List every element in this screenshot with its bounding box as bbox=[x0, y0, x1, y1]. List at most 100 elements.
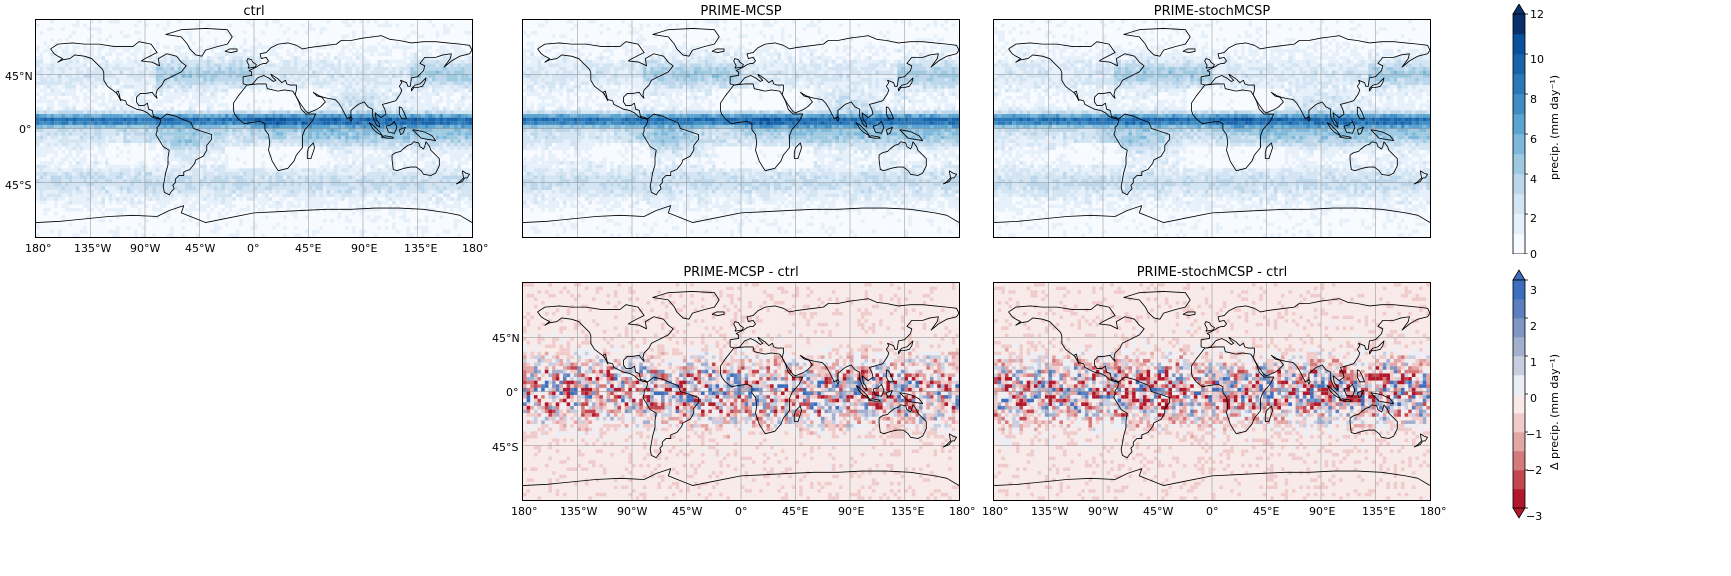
coastlines bbox=[994, 291, 1430, 486]
panel-title: PRIME-stochMCSP - ctrl bbox=[993, 265, 1431, 280]
colorbar-swatch bbox=[1513, 489, 1525, 509]
colorbar-tick: 10 bbox=[1530, 53, 1544, 66]
lon-tick: 45°E bbox=[295, 242, 321, 255]
lon-tick: 90°W bbox=[130, 242, 160, 255]
colorbar-tick: −1 bbox=[1526, 428, 1542, 441]
lon-tick: 0° bbox=[1206, 505, 1219, 518]
lat-tick: 45°N bbox=[5, 70, 33, 83]
lon-tick: 135°W bbox=[1031, 505, 1068, 518]
lon-tick: 0° bbox=[735, 505, 748, 518]
panel-title: ctrl bbox=[35, 4, 473, 19]
colorbar-swatch bbox=[1513, 413, 1525, 433]
colorbar-tick: 1 bbox=[1530, 356, 1537, 369]
colorbar-swatch bbox=[1513, 234, 1525, 254]
lon-tick: 90°E bbox=[838, 505, 864, 518]
colorbar-swatch bbox=[1513, 114, 1525, 135]
colorbar-swatch bbox=[1513, 54, 1525, 75]
colorbar-swatch bbox=[1513, 214, 1525, 235]
colorbar-tick: −3 bbox=[1526, 510, 1542, 523]
lon-tick: 180° bbox=[462, 242, 489, 255]
lon-tick: 0° bbox=[247, 242, 260, 255]
coastlines bbox=[523, 28, 959, 223]
colorbar-swatch bbox=[1513, 356, 1525, 376]
colorbar-swatch bbox=[1513, 174, 1525, 195]
colorbar-tick: 2 bbox=[1530, 320, 1537, 333]
gridlines bbox=[36, 20, 472, 237]
colorbar-tick: 4 bbox=[1530, 173, 1537, 186]
coastlines bbox=[994, 28, 1430, 223]
colorbar-tick: 3 bbox=[1530, 284, 1537, 297]
colorbar-swatch bbox=[1513, 194, 1525, 215]
colorbar-swatch bbox=[1513, 337, 1525, 357]
gridlines bbox=[523, 283, 959, 500]
lon-tick: 135°W bbox=[560, 505, 597, 518]
panel-title: PRIME-stochMCSP bbox=[993, 4, 1431, 19]
colorbar-precip: 12 10 8 6 4 2 0 bbox=[1508, 4, 1568, 261]
lon-tick: 180° bbox=[982, 505, 1009, 518]
colorbar-swatch bbox=[1513, 451, 1525, 471]
lon-tick: 45°W bbox=[185, 242, 215, 255]
map-svg bbox=[523, 20, 959, 237]
lat-tick: 45°S bbox=[492, 441, 518, 454]
map-svg bbox=[523, 283, 959, 500]
map-prime-stochmcsp-diff bbox=[993, 282, 1431, 501]
map-svg bbox=[994, 20, 1430, 237]
colorbar-swatch bbox=[1513, 394, 1525, 414]
coastlines bbox=[36, 28, 472, 223]
lon-tick: 180° bbox=[1420, 505, 1447, 518]
gridlines bbox=[994, 20, 1430, 237]
lon-tick: 90°W bbox=[617, 505, 647, 518]
lon-tick: 45°E bbox=[1253, 505, 1279, 518]
colorbar-swatch bbox=[1513, 154, 1525, 175]
panel-title: PRIME-MCSP bbox=[522, 4, 960, 19]
colorbar-tick: 2 bbox=[1530, 212, 1537, 225]
map-prime-mcsp-diff bbox=[522, 282, 960, 501]
colorbar-swatch bbox=[1513, 299, 1525, 319]
colorbar-tick: 12 bbox=[1530, 8, 1544, 21]
colorbar-delta-precip: 3 2 1 0 −1 −2 −3 bbox=[1508, 266, 1568, 523]
lat-tick: 45°N bbox=[492, 332, 520, 345]
map-svg bbox=[994, 283, 1430, 500]
colorbar-tick: −2 bbox=[1526, 464, 1542, 477]
lon-tick: 45°W bbox=[672, 505, 702, 518]
colorbar-swatch bbox=[1513, 94, 1525, 115]
colorbar-tick: 8 bbox=[1530, 93, 1537, 106]
lon-tick: 180° bbox=[949, 505, 976, 518]
lon-tick: 135°W bbox=[74, 242, 111, 255]
colorbar-svg bbox=[1512, 4, 1528, 254]
lon-tick: 90°W bbox=[1088, 505, 1118, 518]
lon-tick: 45°E bbox=[782, 505, 808, 518]
lon-tick: 135°E bbox=[891, 505, 924, 518]
colorbar-swatch bbox=[1513, 432, 1525, 452]
colorbar-label-delta-precip: Δ precip. (mm day⁻¹) bbox=[1548, 354, 1561, 470]
lon-tick: 180° bbox=[511, 505, 538, 518]
lat-tick: 45°S bbox=[5, 179, 31, 192]
map-prime-stochmcsp bbox=[993, 19, 1431, 238]
colorbar-swatch bbox=[1513, 280, 1525, 300]
map-svg bbox=[36, 20, 472, 237]
precip-field bbox=[523, 283, 959, 500]
lat-tick: 0° bbox=[19, 123, 32, 136]
colorbar-swatch bbox=[1513, 375, 1525, 395]
precip-field bbox=[994, 283, 1430, 500]
colorbar-swatch bbox=[1513, 134, 1525, 155]
gridlines bbox=[523, 20, 959, 237]
precip-field bbox=[994, 20, 1430, 237]
gridlines bbox=[994, 283, 1430, 500]
colorbar-tick: 0 bbox=[1530, 392, 1537, 405]
lon-tick: 45°W bbox=[1143, 505, 1173, 518]
colorbar-tick: 6 bbox=[1530, 133, 1537, 146]
lon-tick: 90°E bbox=[1309, 505, 1335, 518]
colorbar-tick: 0 bbox=[1530, 248, 1537, 261]
precip-field bbox=[523, 20, 959, 237]
colorbar-swatch bbox=[1513, 318, 1525, 338]
panel-title: PRIME-MCSP - ctrl bbox=[522, 265, 960, 280]
coastlines bbox=[523, 291, 959, 486]
map-ctrl bbox=[35, 19, 473, 238]
colorbar-swatch bbox=[1513, 34, 1525, 55]
colorbar-swatch bbox=[1513, 14, 1525, 35]
lat-tick: 0° bbox=[506, 386, 519, 399]
colorbar-svg bbox=[1512, 269, 1528, 519]
lon-tick: 135°E bbox=[404, 242, 437, 255]
colorbar-label-precip: precip. (mm day⁻¹) bbox=[1548, 75, 1561, 180]
